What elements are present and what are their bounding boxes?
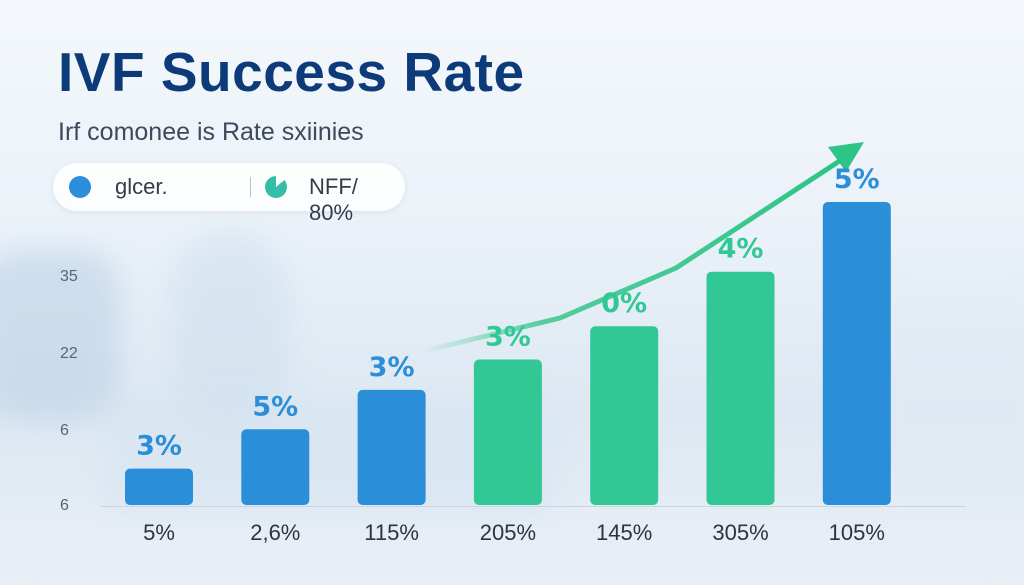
background-blur [0,520,1024,585]
bar [357,389,426,505]
x-tick-label: 2,6% [250,520,300,545]
trend-arrow [417,159,841,355]
x-tick-label: 5% [143,520,175,545]
bar [241,429,310,505]
y-tick-label: 6 [60,497,69,514]
bar [822,202,891,505]
trend-arrowhead [828,142,864,172]
y-tick-label: 6 [60,422,69,439]
pie-icon [265,176,287,198]
bar-value-label: 5% [834,164,880,195]
y-tick-label: 22 [60,345,78,362]
background-blur [170,230,290,430]
chart-title: IVF Success Rate [58,41,525,103]
bar [706,271,775,505]
bar-value-label: 3% [369,352,415,383]
x-tick-label: 115% [364,520,419,545]
background-blur [0,250,120,420]
y-tick-label: 35 [60,268,78,285]
bar [590,326,659,505]
bar [473,359,542,505]
x-tick-label: 205% [480,520,536,545]
x-tick-label: 305% [712,520,768,545]
chart-subtitle: Irf comonee is Rate sxiinies [58,118,364,146]
legend-divider [250,177,251,197]
x-axis-line [100,506,966,507]
bar-value-label: 3% [136,431,182,462]
bar-value-label: 5% [252,391,298,422]
legend: glcer. NFF/ 80% [53,163,405,225]
legend-label: NFF/ 80% [309,174,358,225]
circle-icon [69,176,91,198]
x-tick-label: 145% [596,520,652,545]
x-tick-label: 105% [829,520,885,545]
legend-label: glcer. [115,174,168,199]
background-blur [880,300,1024,500]
bar-value-label: 4% [718,234,764,265]
bar-value-label: 0% [601,288,647,319]
bar [125,468,193,505]
bar-value-label: 3% [485,322,531,353]
